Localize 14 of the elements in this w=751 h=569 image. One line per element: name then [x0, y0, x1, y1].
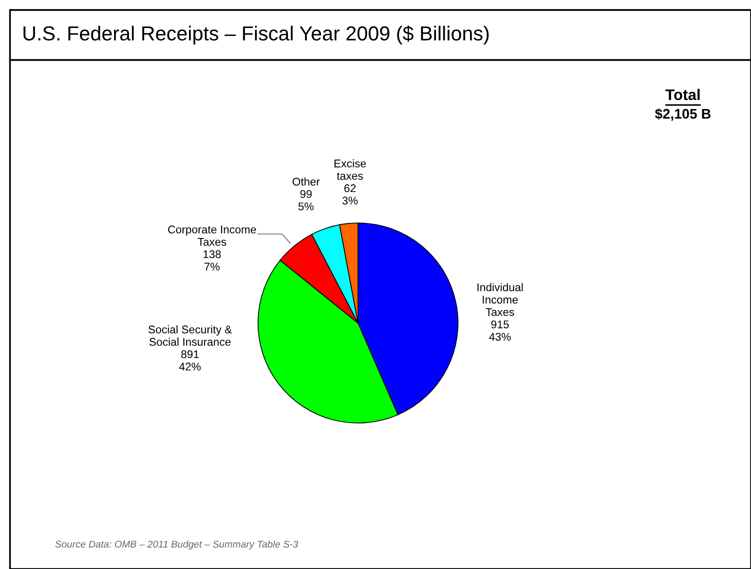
- data-label: 138 7%: [204, 250, 221, 270]
- data-label: 915 43%: [489, 320, 511, 341]
- data-label: 62 3%: [342, 184, 358, 205]
- text: Total: [665, 88, 700, 100]
- source-note: Source Data: OMB – 2011 Budget – Summary Table S-3: [55, 540, 298, 550]
- chart-title: U.S. Federal Receipts – Fiscal Year 2009 ($ Billions): [24, 25, 489, 45]
- slice-label: Individual Income Taxes: [478, 283, 523, 316]
- slice-label: Corporate Income Taxes: [168, 226, 256, 246]
- slice-label: Excise taxes: [334, 159, 366, 180]
- slice-label: Other: [292, 177, 320, 186]
- data-label: 891 42%: [179, 350, 201, 370]
- text: $2,105 B: [655, 108, 711, 121]
- slice-label: Social Security & Social Insurance: [148, 325, 232, 346]
- data-label: 99 5%: [298, 190, 314, 210]
